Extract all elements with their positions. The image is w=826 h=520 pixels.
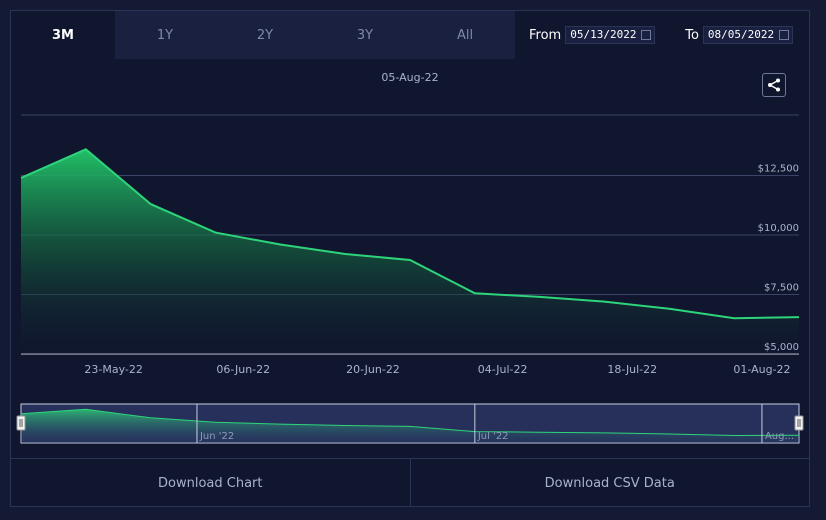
from-date-value: 05/13/2022: [570, 28, 637, 41]
chart-container: 3M 1Y 2Y 3Y All From 05/13/2022 To 08/05…: [10, 10, 810, 507]
y-tick-label: $12,500: [758, 164, 799, 175]
navigator-label: Jun '22: [199, 431, 234, 442]
chart-area: 05-Aug-22 $5,000 $7,500 $10,000 $12,500 23-…: [11, 59, 809, 459]
tab-all[interactable]: All: [415, 11, 515, 59]
calendar-icon[interactable]: [641, 30, 652, 40]
y-tick-label: $7,500: [764, 283, 799, 294]
x-tick-label: 23-May-22: [84, 363, 142, 376]
download-chart-button[interactable]: Download Chart: [158, 475, 263, 491]
tab-3y[interactable]: 3Y: [315, 11, 415, 59]
download-csv-button[interactable]: Download CSV Data: [409, 459, 810, 507]
from-date-input[interactable]: 05/13/2022: [565, 26, 656, 44]
navigator-handle-icon[interactable]: [16, 415, 26, 431]
tab-2y[interactable]: 2Y: [215, 11, 315, 59]
from-label: From: [529, 27, 562, 43]
area-chart: 05-Aug-22 $5,000 $7,500 $10,000 $12,500 23-…: [16, 71, 804, 444]
x-tick-label: 04-Jul-22: [478, 363, 528, 376]
x-tick-label: 20-Jun-22: [346, 363, 400, 376]
to-date-input[interactable]: 08/05/2022: [702, 26, 793, 44]
navigator-label: Jul '22: [477, 431, 509, 442]
range-toolbar: 3M 1Y 2Y 3Y All From 05/13/2022 To 08/05…: [11, 11, 809, 59]
date-range: From 05/13/2022 To 08/05/2022: [515, 11, 809, 59]
series-area: [21, 149, 799, 354]
y-tick-label: $5,000: [764, 342, 799, 353]
calendar-icon[interactable]: [778, 30, 789, 40]
share-icon: [768, 78, 780, 92]
navigator-handle-icon[interactable]: [794, 415, 804, 431]
x-tick-label: 06-Jun-22: [216, 363, 270, 376]
to-date-value: 08/05/2022: [707, 28, 775, 41]
tab-1y[interactable]: 1Y: [115, 11, 215, 59]
tab-3m[interactable]: 3M: [11, 11, 115, 59]
x-tick-label: 18-Jul-22: [607, 363, 657, 376]
share-button[interactable]: [762, 73, 786, 97]
download-bar: Download Chart Download CSV Data: [11, 458, 809, 507]
navigator-area: [21, 409, 799, 443]
to-label: To: [685, 27, 699, 43]
range-tabs: 3M 1Y 2Y 3Y All: [11, 11, 515, 59]
navigator-line: [20, 408, 800, 437]
x-tick-label: 01-Aug-22: [733, 363, 790, 376]
y-tick-label: $10,000: [758, 223, 799, 234]
navigator-label: Aug...: [765, 431, 794, 442]
chart-title: 05-Aug-22: [381, 71, 438, 84]
